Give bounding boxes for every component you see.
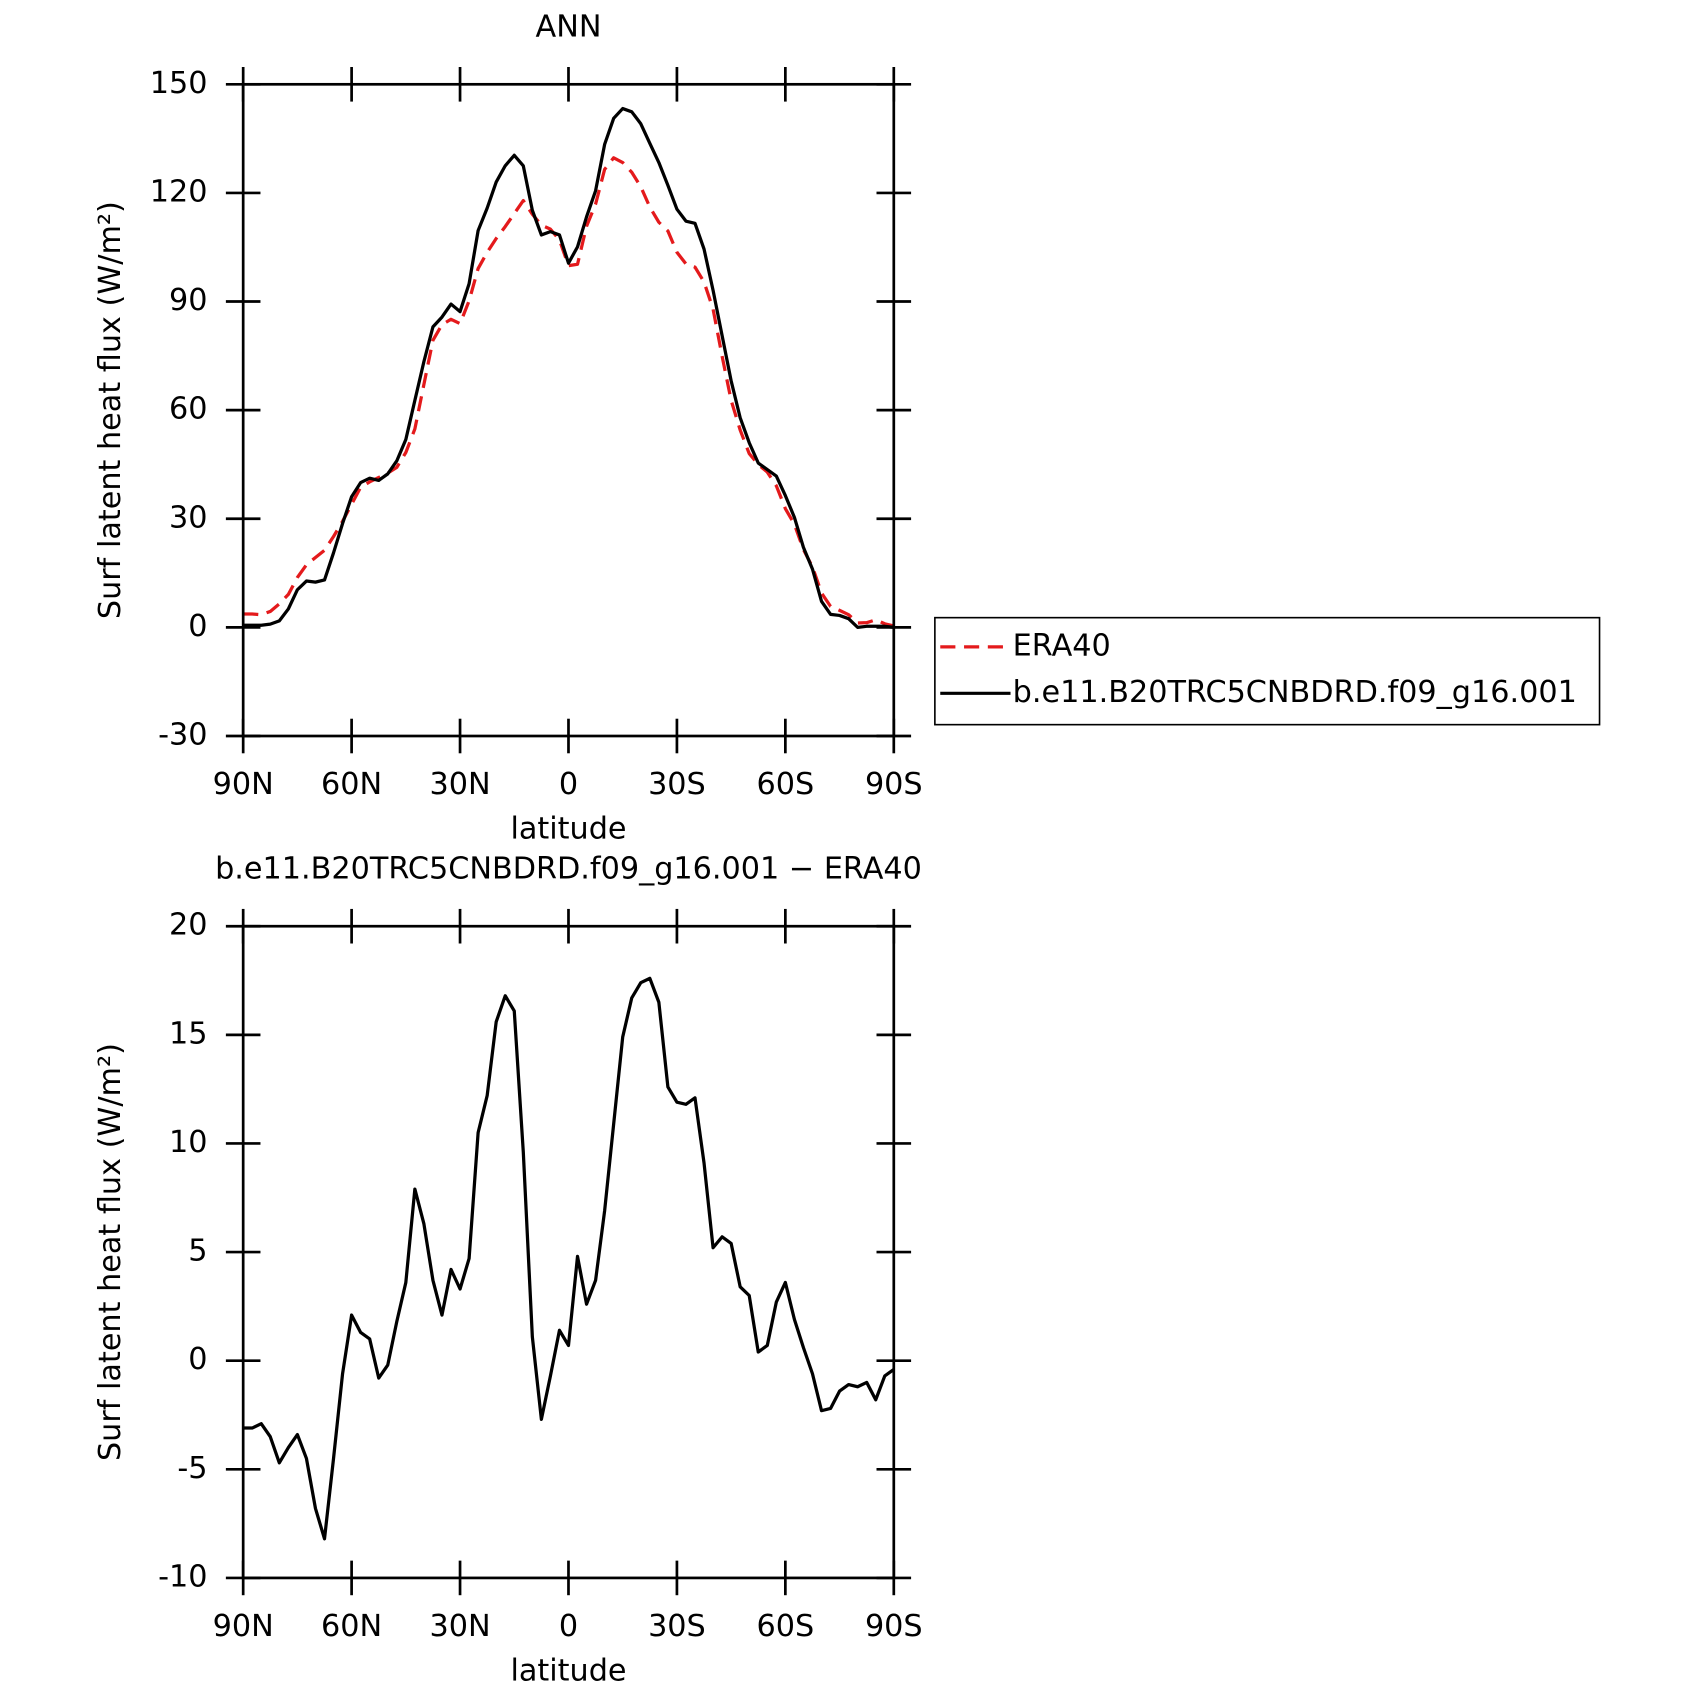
- x-tick-label: 30N: [429, 1609, 490, 1644]
- x-tick-label: 60S: [757, 1609, 815, 1644]
- y-tick-label: 0: [188, 1342, 207, 1377]
- x-tick-label: 90N: [213, 1609, 274, 1644]
- y-tick-label: 20: [169, 908, 208, 943]
- y-tick-label: 15: [169, 1016, 208, 1051]
- chart-title: ANN: [536, 10, 602, 45]
- plot-frame: [241, 82, 896, 738]
- x-tick-label: 60S: [757, 767, 815, 802]
- x-tick-label: 30S: [648, 1609, 706, 1644]
- y-axis-label: Surf latent heat flux (W/m²): [93, 1043, 128, 1461]
- y-tick-label: 60: [169, 392, 208, 427]
- y-tick-label: 5: [188, 1234, 207, 1269]
- x-axis-label: latitude: [510, 812, 626, 847]
- x-tick-label: 90N: [213, 767, 274, 802]
- x-tick-label: 60N: [321, 1609, 382, 1644]
- legend-label: b.e11.B20TRC5CNBDRD.f09_g16.001: [1013, 675, 1577, 710]
- y-tick-label: 150: [150, 66, 208, 101]
- line-series: [243, 106, 894, 630]
- x-tick-label: 30S: [648, 767, 706, 802]
- legend-label: ERA40: [1013, 628, 1111, 663]
- y-tick-label: -5: [177, 1451, 207, 1486]
- y-tick-label: 90: [169, 283, 208, 318]
- y-tick-label: 10: [169, 1125, 208, 1160]
- line-series: [243, 976, 895, 1541]
- x-tick-label: 0: [559, 767, 578, 802]
- legend-box: [934, 616, 1601, 726]
- x-axis-label: latitude: [510, 1653, 626, 1686]
- x-tick-label: 90S: [865, 1609, 923, 1644]
- x-tick-label: 0: [559, 1609, 578, 1644]
- y-tick-label: 0: [188, 609, 207, 644]
- x-tick-label: 60N: [321, 767, 382, 802]
- y-axis-label: Surf latent heat flux (W/m²): [93, 201, 128, 619]
- y-tick-label: -10: [158, 1559, 207, 1594]
- line-series: [243, 156, 895, 628]
- y-tick-label: 30: [169, 500, 208, 535]
- x-tick-label: 90S: [865, 767, 923, 802]
- y-tick-label: 120: [150, 174, 208, 209]
- plot-frame: [241, 924, 896, 1580]
- x-tick-label: 30N: [429, 767, 490, 802]
- y-tick-label: -30: [158, 718, 207, 753]
- chart-title: b.e11.B20TRC5CNBDRD.f09_g16.001 − ERA40: [215, 852, 922, 887]
